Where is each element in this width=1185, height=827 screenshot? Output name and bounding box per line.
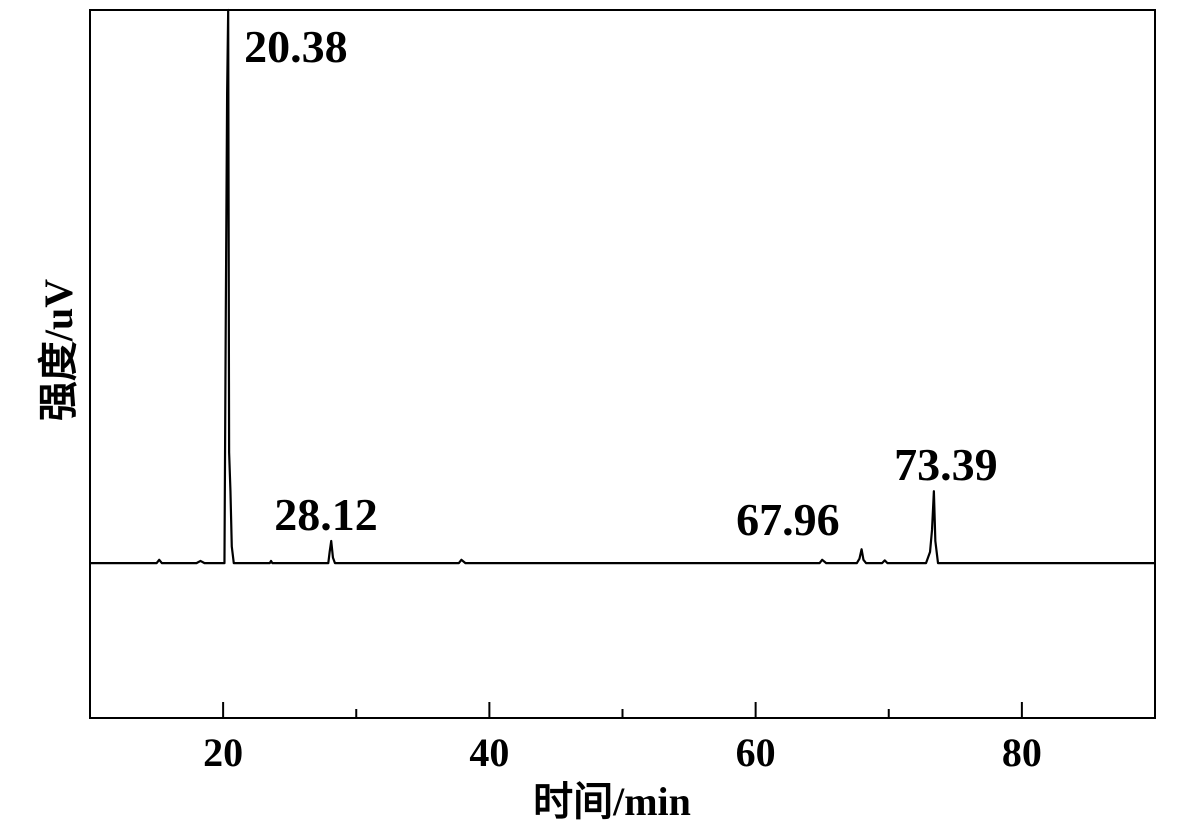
x-tick-label: 40 (469, 730, 509, 775)
peak-label: 73.39 (894, 439, 998, 490)
signal-line (90, 8, 1155, 565)
peak-label: 28.12 (274, 489, 378, 540)
x-tick-label: 80 (1002, 730, 1042, 775)
y-axis-label: 强度/uV (36, 279, 81, 421)
plot-frame (89, 9, 1156, 719)
x-tick-label: 60 (736, 730, 776, 775)
peak-label: 67.96 (736, 494, 840, 545)
peak-label: 20.38 (244, 21, 348, 72)
x-axis-label: 时间/min (533, 779, 691, 824)
x-tick-label: 20 (203, 730, 243, 775)
